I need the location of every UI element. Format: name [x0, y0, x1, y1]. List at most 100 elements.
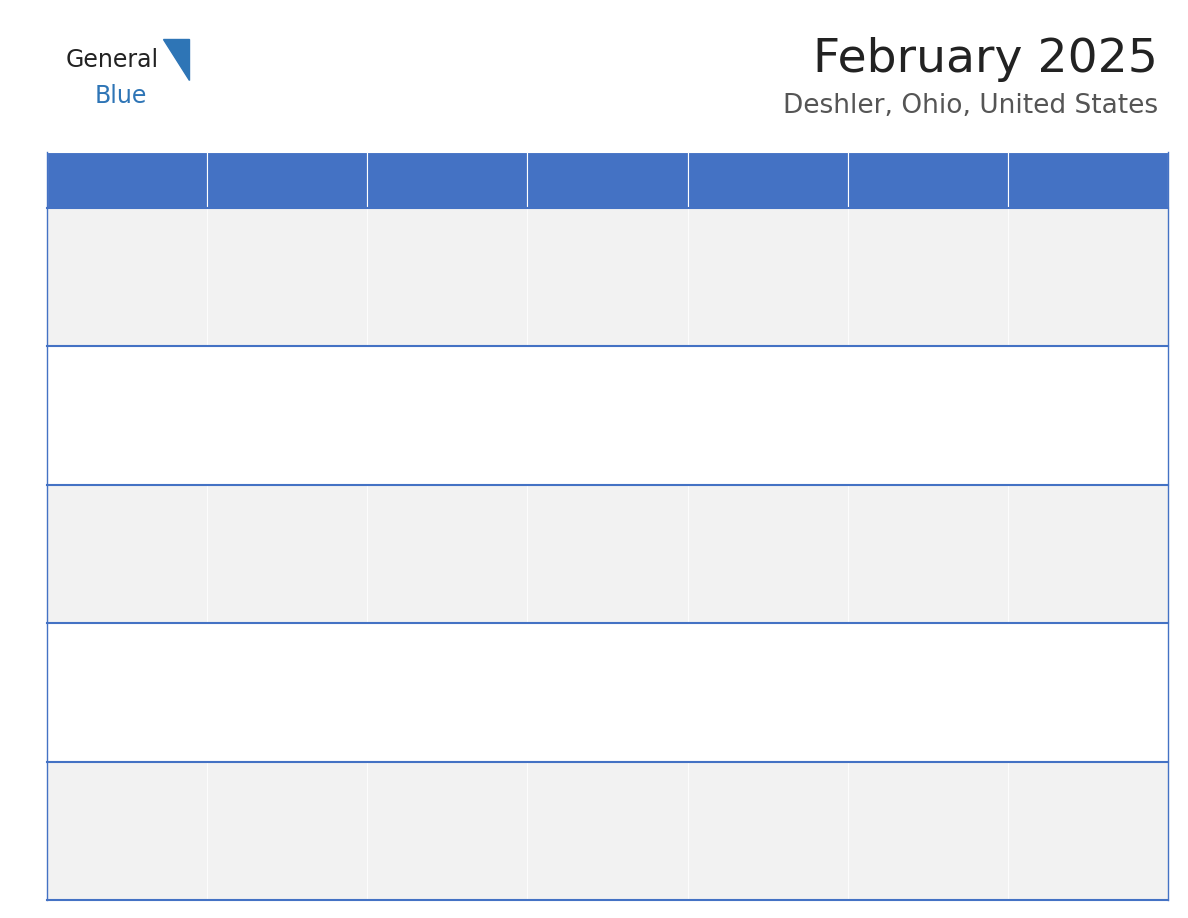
Text: Friday: Friday	[858, 171, 915, 189]
Text: Sunset: 6:22 PM: Sunset: 6:22 PM	[536, 822, 627, 832]
Text: Sunset: 6:21 PM: Sunset: 6:21 PM	[375, 822, 468, 832]
Text: 16: 16	[55, 634, 78, 653]
Text: 6: 6	[696, 357, 707, 375]
Text: 3: 3	[215, 357, 227, 375]
Text: Sunrise: 7:29 AM: Sunrise: 7:29 AM	[55, 659, 152, 669]
Text: Sunrise: 7:43 AM: Sunrise: 7:43 AM	[375, 383, 472, 393]
Text: 7: 7	[855, 357, 867, 375]
Text: Sunset: 5:53 PM: Sunset: 5:53 PM	[215, 407, 308, 417]
Text: Sunrise: 7:31 AM: Sunrise: 7:31 AM	[855, 521, 953, 531]
Text: Sunset: 6:16 PM: Sunset: 6:16 PM	[855, 683, 948, 693]
Text: Daylight: 10 hours and: Daylight: 10 hours and	[215, 569, 346, 579]
Text: 4 minutes.: 4 minutes.	[1016, 317, 1076, 327]
Text: Sunset: 5:56 PM: Sunset: 5:56 PM	[536, 407, 628, 417]
Text: Daylight: 10 hours and: Daylight: 10 hours and	[855, 708, 986, 718]
Text: Daylight: 10 hours and: Daylight: 10 hours and	[696, 569, 826, 579]
Text: Sunrise: 7:39 AM: Sunrise: 7:39 AM	[1016, 383, 1113, 393]
Text: 20: 20	[696, 634, 719, 653]
Text: 21: 21	[855, 634, 879, 653]
Text: Sunset: 6:04 PM: Sunset: 6:04 PM	[375, 545, 468, 555]
Text: Sunrise: 7:23 AM: Sunrise: 7:23 AM	[696, 659, 792, 669]
Text: 12 minutes.: 12 minutes.	[855, 870, 923, 880]
Text: Sunrise: 7:17 AM: Sunrise: 7:17 AM	[215, 798, 312, 808]
Text: Sunset: 5:51 PM: Sunset: 5:51 PM	[1016, 268, 1108, 278]
Text: Daylight: 11 hours and: Daylight: 11 hours and	[855, 846, 986, 856]
Text: Sunrise: 7:40 AM: Sunrise: 7:40 AM	[855, 383, 953, 393]
Text: Daylight: 10 hours and: Daylight: 10 hours and	[855, 431, 986, 441]
Text: Sunrise: 7:20 AM: Sunrise: 7:20 AM	[1016, 659, 1113, 669]
Text: 13 minutes.: 13 minutes.	[536, 455, 604, 465]
Text: 18 minutes.: 18 minutes.	[855, 455, 923, 465]
Text: Sunrise: 7:26 AM: Sunrise: 7:26 AM	[375, 659, 472, 669]
Text: Sunset: 6:00 PM: Sunset: 6:00 PM	[1016, 407, 1108, 417]
Text: Sunset: 6:08 PM: Sunset: 6:08 PM	[1016, 545, 1108, 555]
Text: Daylight: 10 hours and: Daylight: 10 hours and	[55, 431, 185, 441]
Text: Daylight: 10 hours and: Daylight: 10 hours and	[1016, 569, 1146, 579]
Text: Daylight: 10 hours and: Daylight: 10 hours and	[1016, 431, 1146, 441]
Text: Sunrise: 7:36 AM: Sunrise: 7:36 AM	[215, 521, 312, 531]
Text: Sunrise: 7:27 AM: Sunrise: 7:27 AM	[215, 659, 312, 669]
Text: 26: 26	[536, 773, 558, 790]
Text: Sunset: 6:01 PM: Sunset: 6:01 PM	[55, 545, 147, 555]
Text: 7 minutes.: 7 minutes.	[536, 870, 596, 880]
Text: 41 minutes.: 41 minutes.	[55, 732, 122, 742]
Text: 35 minutes.: 35 minutes.	[855, 594, 923, 603]
Text: 11 minutes.: 11 minutes.	[375, 455, 443, 465]
Text: Daylight: 10 hours and: Daylight: 10 hours and	[375, 431, 506, 441]
Text: 51 minutes.: 51 minutes.	[696, 732, 764, 742]
Text: 27: 27	[696, 773, 719, 790]
Text: 43 minutes.: 43 minutes.	[215, 732, 283, 742]
Text: Thursday: Thursday	[697, 171, 784, 189]
Text: Sunset: 6:06 PM: Sunset: 6:06 PM	[696, 545, 788, 555]
Text: 30 minutes.: 30 minutes.	[536, 594, 604, 603]
Text: 17: 17	[215, 634, 239, 653]
Text: Daylight: 10 hours and: Daylight: 10 hours and	[1016, 708, 1146, 718]
Text: Sunrise: 7:41 AM: Sunrise: 7:41 AM	[696, 383, 792, 393]
Text: Daylight: 10 hours and: Daylight: 10 hours and	[375, 708, 506, 718]
Text: Sunset: 6:18 PM: Sunset: 6:18 PM	[55, 822, 147, 832]
Text: 13: 13	[696, 496, 719, 514]
Text: Sunrise: 7:11 AM: Sunrise: 7:11 AM	[855, 798, 953, 808]
Text: 15: 15	[1016, 496, 1038, 514]
Text: 28: 28	[855, 773, 879, 790]
Text: 11: 11	[375, 496, 398, 514]
Text: Sunrise: 7:44 AM: Sunrise: 7:44 AM	[215, 383, 312, 393]
Text: Deshler, Ohio, United States: Deshler, Ohio, United States	[783, 93, 1158, 118]
Text: 21 minutes.: 21 minutes.	[1016, 455, 1083, 465]
Text: Sunrise: 7:34 AM: Sunrise: 7:34 AM	[536, 521, 632, 531]
Text: Sunrise: 7:22 AM: Sunrise: 7:22 AM	[855, 659, 953, 669]
Text: 10 minutes.: 10 minutes.	[696, 870, 764, 880]
Text: Sunset: 5:59 PM: Sunset: 5:59 PM	[855, 407, 948, 417]
Text: Sunrise: 7:45 AM: Sunrise: 7:45 AM	[55, 383, 152, 393]
Text: Sunset: 6:23 PM: Sunset: 6:23 PM	[696, 822, 788, 832]
Text: Daylight: 10 hours and: Daylight: 10 hours and	[55, 708, 185, 718]
Text: Sunrise: 7:30 AM: Sunrise: 7:30 AM	[1016, 521, 1113, 531]
Text: Tuesday: Tuesday	[377, 171, 453, 189]
Text: Wednesday: Wednesday	[537, 171, 644, 189]
Text: 19: 19	[536, 634, 558, 653]
Text: 2: 2	[55, 357, 67, 375]
Text: 38 minutes.: 38 minutes.	[1016, 594, 1083, 603]
Text: Sunrise: 7:19 AM: Sunrise: 7:19 AM	[55, 798, 152, 808]
Text: Monday: Monday	[216, 171, 290, 189]
Text: Sunset: 6:17 PM: Sunset: 6:17 PM	[1016, 683, 1108, 693]
Text: Sunrise: 7:42 AM: Sunrise: 7:42 AM	[536, 383, 632, 393]
Text: February 2025: February 2025	[814, 37, 1158, 83]
Text: 9 minutes.: 9 minutes.	[215, 455, 276, 465]
Text: Sunrise: 7:38 AM: Sunrise: 7:38 AM	[55, 521, 152, 531]
Text: Sunrise: 7:35 AM: Sunrise: 7:35 AM	[375, 521, 473, 531]
Text: Sunset: 6:02 PM: Sunset: 6:02 PM	[215, 545, 308, 555]
Text: 10: 10	[215, 496, 238, 514]
Text: Sunrise: 7:13 AM: Sunrise: 7:13 AM	[696, 798, 792, 808]
Text: Daylight: 11 hours and: Daylight: 11 hours and	[215, 846, 346, 856]
Text: 56 minutes.: 56 minutes.	[1016, 732, 1083, 742]
Text: 18: 18	[375, 634, 398, 653]
Text: Daylight: 10 hours and: Daylight: 10 hours and	[536, 431, 666, 441]
Text: Daylight: 10 hours and: Daylight: 10 hours and	[55, 846, 185, 856]
Text: Daylight: 10 hours and: Daylight: 10 hours and	[375, 569, 506, 579]
Text: Sunrise: 7:25 AM: Sunrise: 7:25 AM	[536, 659, 632, 669]
Text: Daylight: 10 hours and: Daylight: 10 hours and	[215, 708, 346, 718]
Text: 8: 8	[1016, 357, 1028, 375]
Text: 28 minutes.: 28 minutes.	[375, 594, 443, 603]
Text: Saturday: Saturday	[1017, 171, 1102, 189]
